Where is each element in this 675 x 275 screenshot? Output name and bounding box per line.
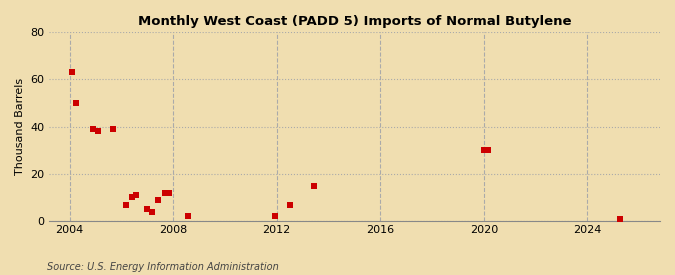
Title: Monthly West Coast (PADD 5) Imports of Normal Butylene: Monthly West Coast (PADD 5) Imports of N… xyxy=(138,15,571,28)
Point xyxy=(127,195,138,200)
Y-axis label: Thousand Barrels: Thousand Barrels xyxy=(15,78,25,175)
Point xyxy=(614,216,625,221)
Point xyxy=(308,183,319,188)
Point xyxy=(163,191,174,195)
Point xyxy=(146,210,157,214)
Point xyxy=(479,148,489,152)
Point xyxy=(107,127,118,131)
Point xyxy=(71,101,82,105)
Point xyxy=(284,202,295,207)
Text: Source: U.S. Energy Information Administration: Source: U.S. Energy Information Administ… xyxy=(47,262,279,272)
Point xyxy=(120,202,131,207)
Point xyxy=(88,127,99,131)
Point xyxy=(92,129,103,133)
Point xyxy=(142,207,153,211)
Point xyxy=(153,198,163,202)
Point xyxy=(183,214,194,219)
Point xyxy=(131,193,142,197)
Point xyxy=(159,191,170,195)
Point xyxy=(66,70,77,74)
Point xyxy=(269,214,280,219)
Point xyxy=(483,148,493,152)
